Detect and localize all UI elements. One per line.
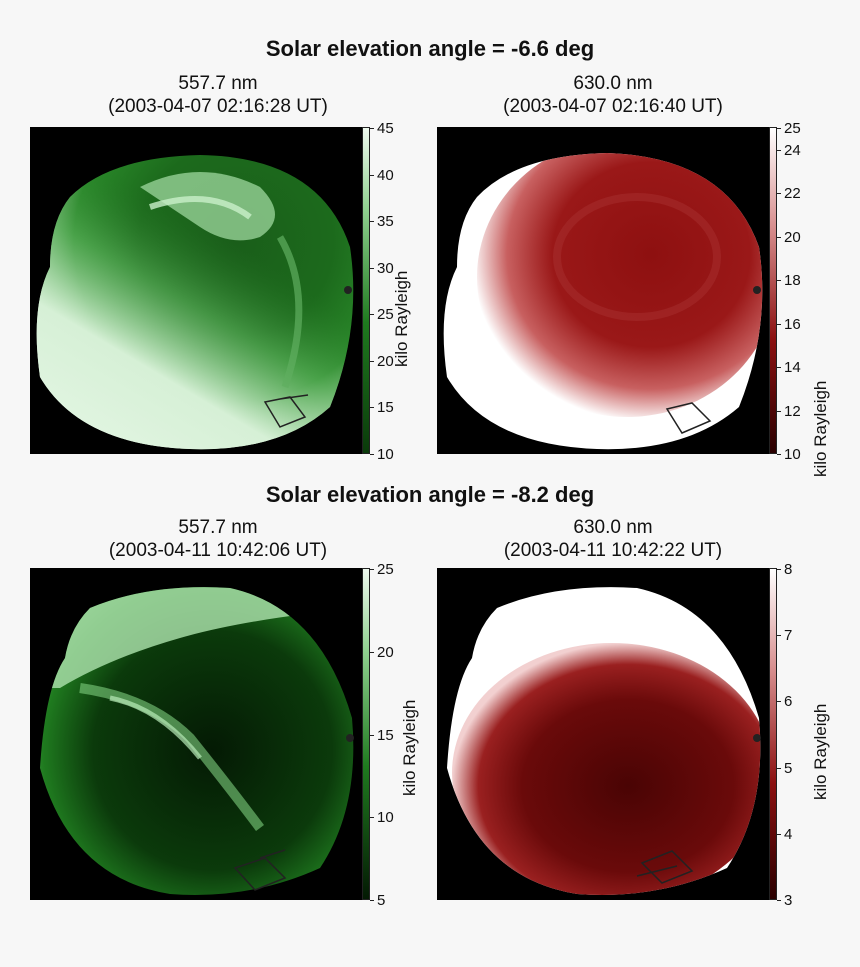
- panel-wavelength: 557.7 nm: [178, 73, 258, 94]
- colorbar-red-1: kilo Rayleigh 10 12 14 16 18 20 22 24 25: [769, 121, 839, 477]
- colorbar-tick-label: 14: [784, 359, 801, 377]
- colorbar-tick-label: 15: [377, 726, 394, 744]
- colorbar-tick-label: 25: [377, 561, 394, 578]
- horizon-structure-outline: [233, 849, 287, 891]
- colorbar-tick-label: 5: [784, 759, 793, 777]
- colorbar-red-2: kilo Rayleigh 3 4 5 6 7 8: [769, 562, 839, 908]
- colorbar-gradient: [362, 568, 370, 900]
- horizon-structure-outline: [263, 394, 309, 428]
- colorbar-tick-mark: [777, 701, 781, 703]
- colorbar-tick-mark: [370, 569, 374, 570]
- colorbar-tick-label: 20: [377, 643, 394, 661]
- colorbar-tick-mark: [370, 360, 374, 362]
- panel-timestamp: (2003-04-07 02:16:28 UT): [108, 96, 328, 117]
- horizon-structure-outline: [636, 850, 694, 884]
- mask-notch: [346, 734, 354, 742]
- panel-title-1b: 630.0 nm (2003-04-07 02:16:40 UT): [413, 72, 813, 118]
- colorbar-tick-label: 6: [784, 693, 793, 711]
- colorbar-tick-mark: [777, 833, 781, 835]
- mask-notch: [753, 286, 761, 294]
- colorbar-tick-label: 15: [377, 399, 394, 417]
- mask-notch: [344, 286, 352, 294]
- panel-title-1a: 557.7 nm (2003-04-07 02:16:28 UT): [18, 72, 418, 118]
- colorbar-tick-label: 8: [784, 561, 793, 578]
- panel-wavelength: 630.0 nm: [573, 517, 653, 538]
- panel-wavelength: 557.7 nm: [178, 517, 258, 538]
- colorbar-tick-mark: [370, 407, 374, 409]
- mask-notch: [753, 734, 761, 742]
- colorbar-tick-label: 20: [377, 352, 394, 370]
- colorbar-tick-label: 35: [377, 213, 394, 231]
- colorbar-tick-label: 22: [784, 185, 801, 203]
- colorbar-tick-label: 12: [784, 402, 801, 420]
- colorbar-tick-label: 24: [784, 141, 801, 159]
- row-title-2: Solar elevation angle = -8.2 deg: [265, 482, 595, 507]
- colorbar-tick-label: 7: [784, 627, 793, 645]
- colorbar-tick-mark: [777, 367, 781, 369]
- colorbar-tick-mark: [777, 149, 781, 151]
- colorbar-tick-label: 30: [377, 259, 394, 277]
- colorbar-tick-mark: [777, 900, 781, 901]
- colorbar-tick-label: 25: [377, 306, 394, 324]
- colorbar-tick-mark: [370, 734, 374, 736]
- panel-wavelength: 630.0 nm: [573, 73, 653, 94]
- colorbar-tick-mark: [370, 651, 374, 653]
- colorbar-tick-label: 16: [784, 315, 801, 333]
- colorbar-gradient: [362, 127, 370, 454]
- colorbar-tick-label: 10: [377, 809, 394, 827]
- colorbar-gradient: [769, 127, 777, 454]
- colorbar-tick-mark: [777, 128, 781, 129]
- colorbar-tick-mark: [777, 454, 781, 455]
- colorbar-tick-mark: [777, 767, 781, 769]
- colorbar-label: kilo Rayleigh: [392, 270, 411, 367]
- panel-timestamp: (2003-04-07 02:16:40 UT): [503, 96, 723, 117]
- colorbar-tick-mark: [777, 635, 781, 637]
- colorbar-tick-mark: [370, 267, 374, 269]
- colorbar-tick-mark: [777, 410, 781, 412]
- allsky-image-svg: [40, 587, 354, 895]
- colorbar-green-1: kilo Rayleigh 10 15 20 25 30 35 40 45: [362, 121, 422, 462]
- colorbar-gradient: [769, 568, 777, 900]
- panel-title-2a: 557.7 nm (2003-04-11 10:42:06 UT): [18, 516, 418, 562]
- colorbar-tick-mark: [370, 817, 374, 819]
- allsky-image-green-1: [30, 127, 362, 454]
- colorbar-tick-mark: [370, 174, 374, 176]
- colorbar-tick-label: 10: [377, 446, 394, 463]
- allsky-image-red-2: [437, 568, 769, 900]
- panel-title-2b: 630.0 nm (2003-04-11 10:42:22 UT): [413, 516, 813, 562]
- allsky-image-red-1: [437, 127, 769, 454]
- colorbar-tick-mark: [370, 314, 374, 316]
- colorbar-tick-mark: [370, 128, 374, 129]
- colorbar-tick-mark: [777, 569, 781, 570]
- colorbar-label: kilo Rayleigh: [400, 699, 419, 796]
- allsky-image-svg: [36, 155, 354, 450]
- horizon-structure-outline: [665, 402, 712, 434]
- colorbar-tick-label: 25: [784, 120, 801, 137]
- colorbar-tick-label: 4: [784, 825, 793, 843]
- colorbar-tick-label: 3: [784, 892, 793, 909]
- allsky-image-svg: [447, 587, 761, 895]
- colorbar-label: kilo Rayleigh: [811, 703, 830, 800]
- colorbar-tick-label: 45: [377, 120, 394, 137]
- panel-timestamp: (2003-04-11 10:42:06 UT): [108, 540, 328, 561]
- allsky-image-green-2: [30, 568, 362, 900]
- colorbar-tick-mark: [777, 193, 781, 195]
- colorbar-label: kilo Rayleigh: [811, 380, 830, 477]
- colorbar-tick-label: 18: [784, 272, 801, 290]
- colorbar-tick-label: 10: [784, 446, 801, 463]
- colorbar-tick-mark: [370, 900, 374, 901]
- colorbar-tick-mark: [777, 236, 781, 238]
- row-title-1: Solar elevation angle = -6.6 deg: [265, 36, 595, 61]
- colorbar-tick-label: 20: [784, 228, 801, 246]
- panel-timestamp: (2003-04-11 10:42:22 UT): [503, 540, 723, 561]
- colorbar-tick-mark: [370, 454, 374, 455]
- colorbar-green-2: kilo Rayleigh 5 10 15 20 25: [362, 562, 422, 908]
- colorbar-tick-mark: [777, 323, 781, 325]
- colorbar-tick-mark: [777, 280, 781, 282]
- colorbar-tick-label: 40: [377, 166, 394, 184]
- colorbar-tick-mark: [370, 221, 374, 223]
- allsky-image-svg: [443, 153, 763, 450]
- colorbar-tick-label: 5: [377, 892, 386, 909]
